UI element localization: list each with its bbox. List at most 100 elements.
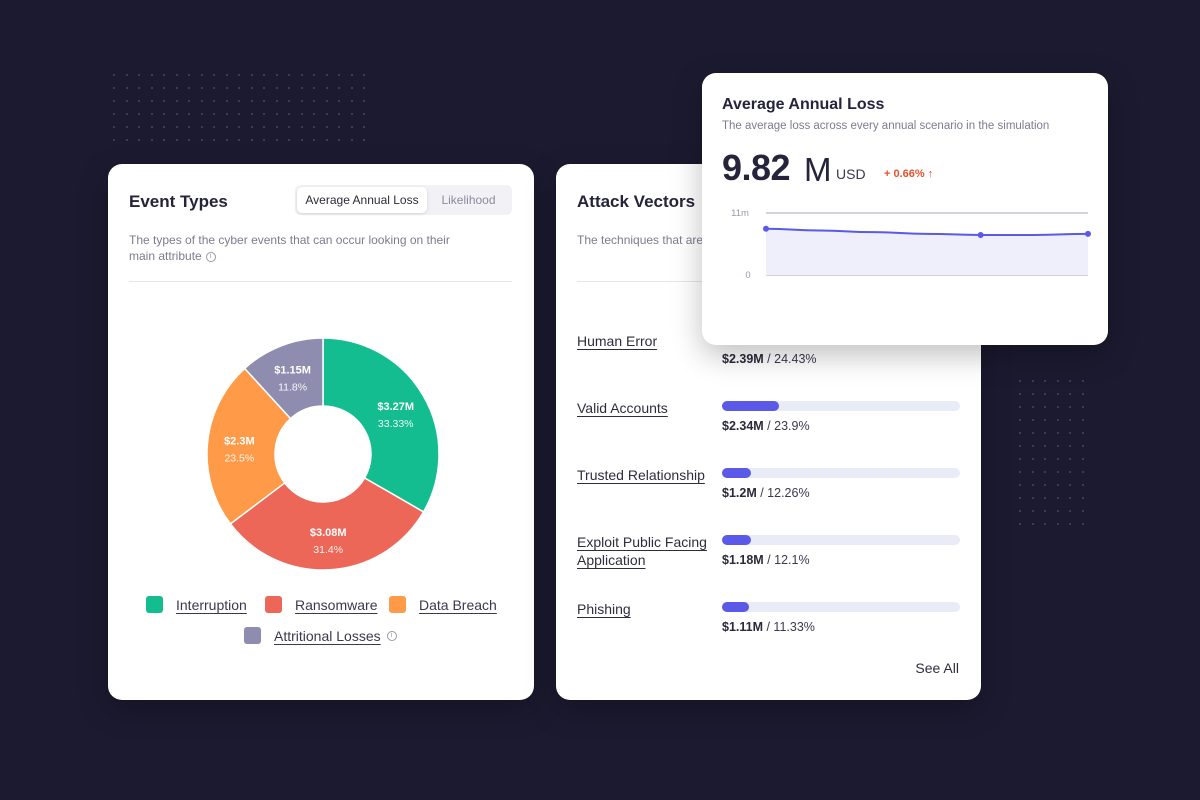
donut-slice-interruption[interactable] <box>322 337 440 513</box>
decorative-dot <box>188 87 190 89</box>
decorative-dot <box>163 126 165 128</box>
decorative-dot <box>1044 471 1046 473</box>
decorative-dot <box>363 139 365 141</box>
average-annual-loss-title: Average Annual Loss <box>722 96 885 113</box>
info-icon[interactable]: i <box>205 251 216 262</box>
decorative-dot <box>1044 432 1046 434</box>
decorative-dot <box>1081 380 1084 382</box>
attack-vector-progress-track <box>722 602 960 612</box>
decorative-dot <box>1081 393 1084 395</box>
decorative-dot <box>200 100 203 102</box>
decorative-dot <box>1081 445 1084 447</box>
decorative-dot <box>288 74 290 76</box>
decorative-dot <box>263 139 265 141</box>
attack-vector-name[interactable]: Trusted Relationship <box>577 467 705 483</box>
decorative-dot <box>313 74 315 76</box>
decorative-dot <box>188 139 190 141</box>
decorative-dot <box>150 74 153 76</box>
slice-percent-label: 33.33% <box>378 418 414 430</box>
legend-item-interruption[interactable]: Interruption <box>146 596 247 613</box>
decorative-dot <box>225 139 228 141</box>
decorative-dot <box>1081 510 1084 512</box>
attack-vector-value: $1.11M / 11.33% <box>722 620 815 634</box>
decorative-dot <box>263 113 265 115</box>
y-tick-label: 0 <box>745 270 750 281</box>
decorative-dot <box>1069 406 1071 408</box>
info-icon[interactable]: i <box>386 630 397 641</box>
decorative-dot <box>200 126 203 128</box>
decorative-dot <box>213 74 215 76</box>
decorative-dot <box>1069 445 1071 447</box>
decorative-dot <box>1081 458 1084 460</box>
attack-vector-name[interactable]: Exploit Public Facing Application <box>577 534 707 568</box>
attack-vector-name[interactable]: Valid Accounts <box>577 400 668 416</box>
decorative-dot <box>200 87 203 89</box>
donut-slice-data-breach[interactable] <box>206 367 292 525</box>
decorative-dot <box>1019 471 1021 473</box>
decorative-dot <box>1031 393 1034 395</box>
decorative-dot <box>188 126 190 128</box>
decorative-dot <box>263 126 265 128</box>
decorative-dot <box>300 113 303 115</box>
slice-value-label: $1.15M <box>274 365 311 377</box>
decorative-dot <box>288 126 290 128</box>
decorative-dot <box>138 100 140 102</box>
donut-slice-ransomware[interactable] <box>229 476 425 571</box>
decorative-dot <box>113 126 115 128</box>
decorative-dot <box>1056 471 1059 473</box>
attack-vector-value: $2.34M / 23.9% <box>722 419 810 433</box>
decorative-dot <box>300 100 303 102</box>
donut-slice-attritional-losses[interactable] <box>243 337 324 420</box>
decorative-dot <box>1056 497 1059 499</box>
decorative-dot <box>288 87 290 89</box>
divider <box>129 281 512 282</box>
decorative-dot <box>1019 523 1021 525</box>
legend-swatch <box>265 596 282 613</box>
decorative-dot <box>113 100 115 102</box>
decorative-dot <box>125 113 128 115</box>
metric-toggle: Average Annual Loss Likelihood <box>295 185 512 215</box>
decorative-dot <box>188 100 190 102</box>
decorative-dot <box>175 113 178 115</box>
line-series <box>765 227 1089 236</box>
decorative-dot <box>338 113 340 115</box>
attack-vector-progress-track <box>722 401 960 411</box>
decorative-dot <box>1031 497 1034 499</box>
slice-percent-label: 11.8% <box>278 382 307 394</box>
decorative-dot <box>313 87 315 89</box>
decorative-dot <box>1031 484 1034 486</box>
decorative-dot <box>1044 484 1046 486</box>
loss-change-badge: + 0.66% ↑ <box>884 168 934 180</box>
decorative-dot <box>1019 419 1021 421</box>
decorative-dot <box>213 87 215 89</box>
decorative-dot <box>188 113 190 115</box>
decorative-dot <box>1019 445 1021 447</box>
decorative-dot <box>338 126 340 128</box>
average-annual-loss-card: Average Annual Loss The average loss acr… <box>702 73 1108 345</box>
legend-item-data-breach[interactable]: Data Breach <box>389 596 497 613</box>
toggle-average-annual-loss[interactable]: Average Annual Loss <box>297 187 427 213</box>
decorative-dot <box>263 100 265 102</box>
legend-item-ransomware[interactable]: Ransomware <box>265 596 377 613</box>
decorative-dot <box>163 113 165 115</box>
legend-item-attritional-losses[interactable]: Attritional Losses i <box>244 627 397 644</box>
decorative-dot <box>313 139 315 141</box>
decorative-dot <box>1044 497 1046 499</box>
loss-value: 9.82 <box>722 147 791 188</box>
decorative-dot <box>363 100 365 102</box>
decorative-dot <box>113 74 115 76</box>
decorative-dot <box>1069 419 1071 421</box>
decorative-dot <box>1081 419 1084 421</box>
annual-loss-line-chart: 11m 0 <box>731 208 1091 281</box>
decorative-dot <box>275 139 278 141</box>
decorative-dot <box>350 113 353 115</box>
decorative-dot <box>1031 432 1034 434</box>
toggle-likelihood[interactable]: Likelihood <box>441 193 496 207</box>
line-point <box>763 225 769 232</box>
attack-vector-name[interactable]: Phishing <box>577 601 631 617</box>
decorative-dot <box>338 74 340 76</box>
attack-vector-name[interactable]: Human Error <box>577 333 658 349</box>
decorative-dot <box>1081 523 1084 525</box>
see-all-link[interactable]: See All <box>915 660 959 676</box>
decorative-dot <box>1056 393 1059 395</box>
